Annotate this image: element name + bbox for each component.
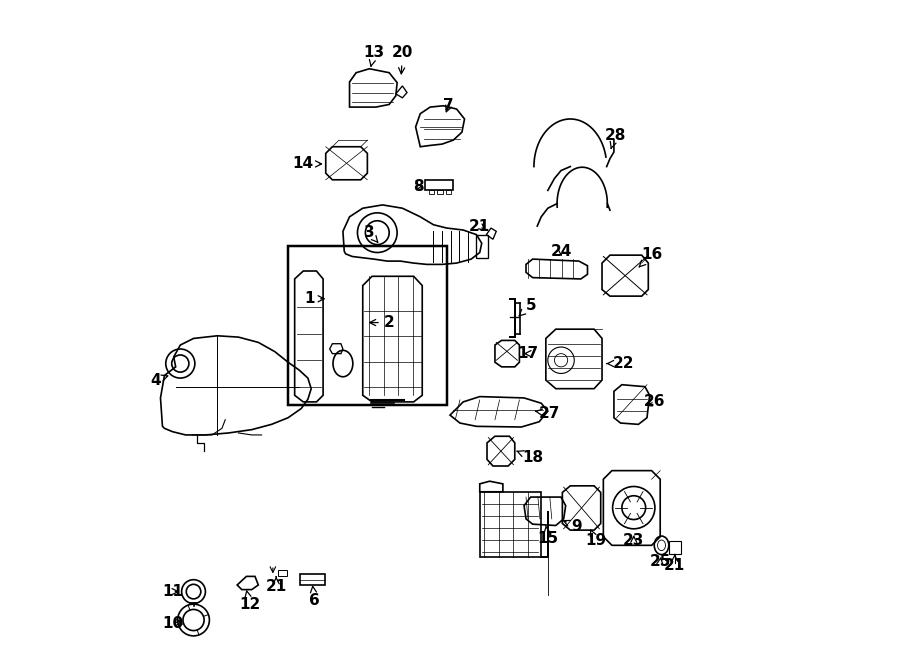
Text: 21: 21 xyxy=(664,555,686,572)
Bar xyxy=(476,235,489,258)
Bar xyxy=(437,190,443,194)
Text: 23: 23 xyxy=(623,533,644,548)
Text: 13: 13 xyxy=(364,46,384,66)
Text: 22: 22 xyxy=(607,356,634,371)
Text: 8: 8 xyxy=(413,179,424,194)
Text: 2: 2 xyxy=(370,315,394,330)
Text: 28: 28 xyxy=(605,128,626,149)
Text: 15: 15 xyxy=(537,525,558,546)
Text: 3: 3 xyxy=(364,225,378,243)
Text: 6: 6 xyxy=(309,586,320,607)
Text: 4: 4 xyxy=(150,373,167,387)
Bar xyxy=(288,246,446,405)
Text: 19: 19 xyxy=(585,530,606,548)
Bar xyxy=(670,541,681,554)
Text: 25: 25 xyxy=(650,555,670,569)
Text: 21: 21 xyxy=(266,576,287,594)
Text: 10: 10 xyxy=(162,616,183,631)
Text: 1: 1 xyxy=(304,292,324,306)
Bar xyxy=(425,180,453,190)
Text: 5: 5 xyxy=(519,298,536,316)
Bar xyxy=(480,492,541,557)
Text: 11: 11 xyxy=(162,584,183,599)
Text: 17: 17 xyxy=(518,346,538,361)
Text: 12: 12 xyxy=(239,591,260,612)
Text: 24: 24 xyxy=(551,244,572,258)
Text: 7: 7 xyxy=(444,98,454,113)
Text: 21: 21 xyxy=(469,219,491,233)
Bar xyxy=(428,190,434,194)
Text: 26: 26 xyxy=(644,395,666,409)
Text: 18: 18 xyxy=(517,450,544,465)
Text: 9: 9 xyxy=(563,520,582,534)
Text: 16: 16 xyxy=(639,247,662,267)
Text: 14: 14 xyxy=(292,157,321,171)
Bar xyxy=(278,570,287,576)
Bar xyxy=(446,190,451,194)
Text: 27: 27 xyxy=(536,406,560,420)
Text: 20: 20 xyxy=(392,46,413,74)
